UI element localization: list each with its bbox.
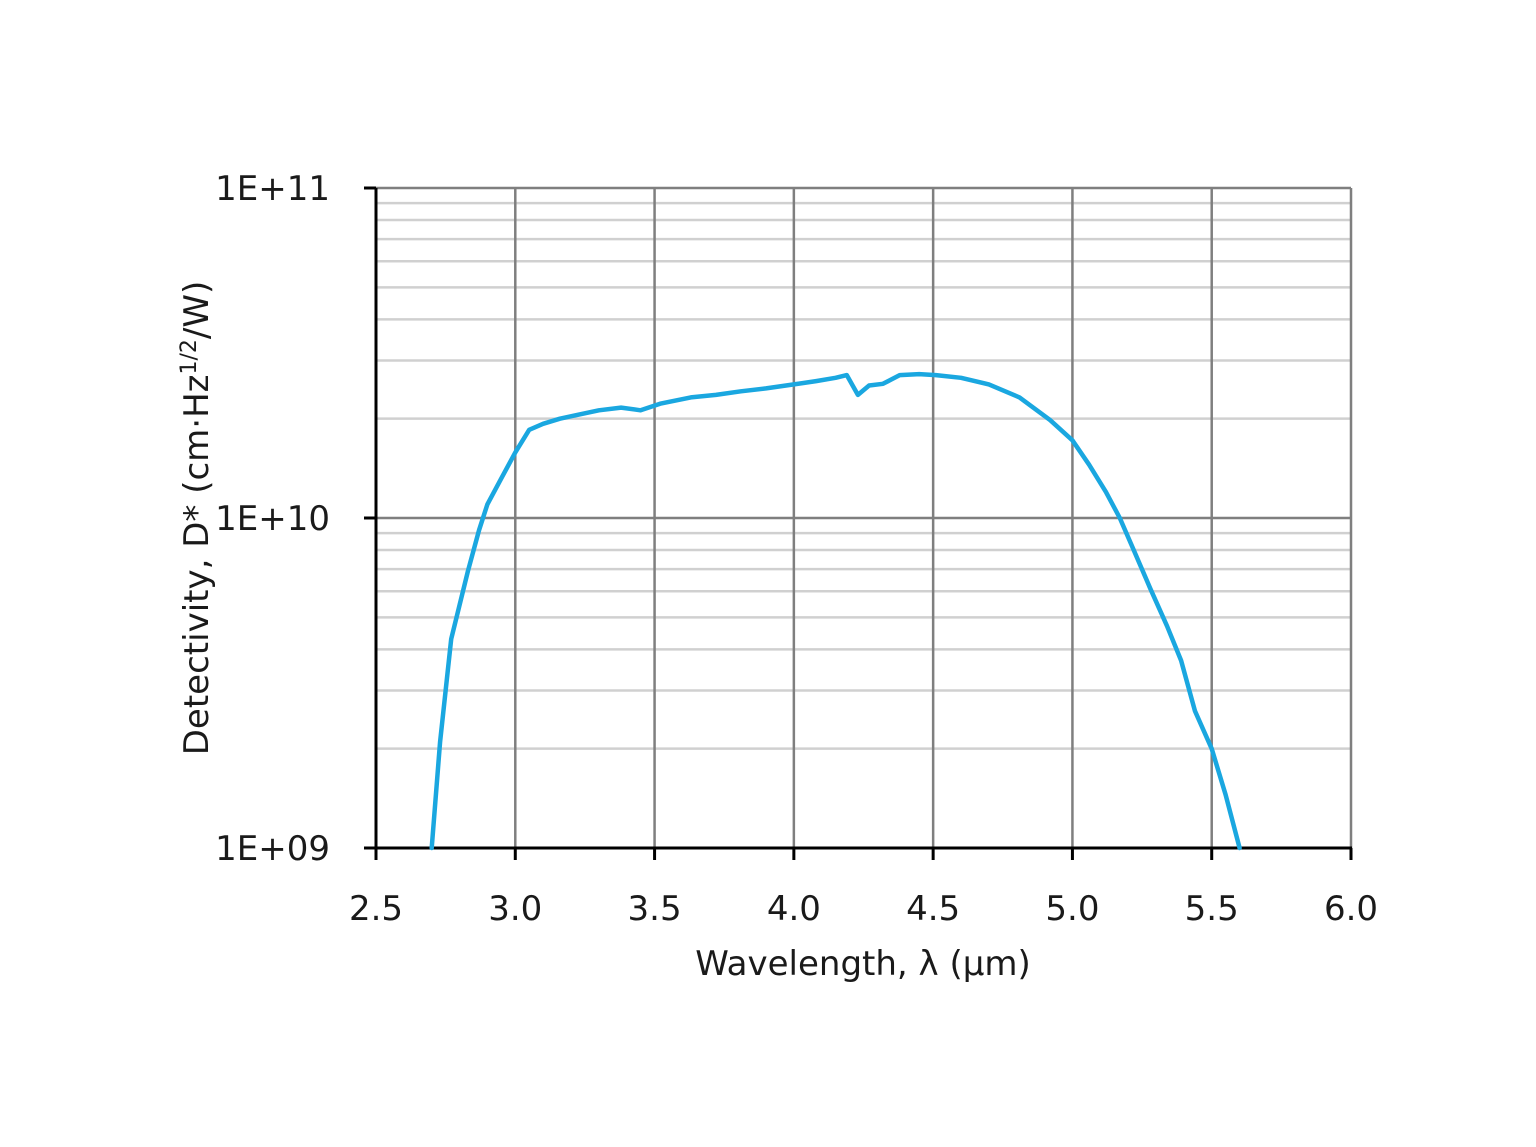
y-tick-label: 1E+09 <box>215 829 330 869</box>
x-axis-title: Wavelength, λ (µm) <box>695 944 1031 984</box>
minor-gridlines <box>376 201 1351 750</box>
x-tick-label: 4.5 <box>906 889 960 929</box>
x-tick-label: 4.0 <box>767 889 821 929</box>
y-tick-label: 1E+11 <box>215 169 330 209</box>
detectivity-curve <box>429 371 1242 851</box>
y-axis-ticks: 1E+09 1E+10 1E+11 <box>215 169 376 869</box>
y-tick-label: 1E+10 <box>215 499 330 539</box>
x-tick-label: 5.0 <box>1045 889 1099 929</box>
x-axis-ticks: 2.5 3.0 3.5 4.0 4.5 5.0 5.5 6.0 <box>349 848 1378 929</box>
x-tick-label: 5.5 <box>1185 889 1239 929</box>
x-tick-label: 6.0 <box>1324 889 1378 929</box>
major-gridlines <box>376 186 1353 848</box>
x-tick-label: 3.5 <box>628 889 682 929</box>
x-tick-label: 2.5 <box>349 889 403 929</box>
y-axis-title: Detectivity, D* (cm·Hz1/2/W) <box>177 281 218 756</box>
axes <box>374 188 1352 858</box>
x-tick-label: 3.0 <box>488 889 542 929</box>
